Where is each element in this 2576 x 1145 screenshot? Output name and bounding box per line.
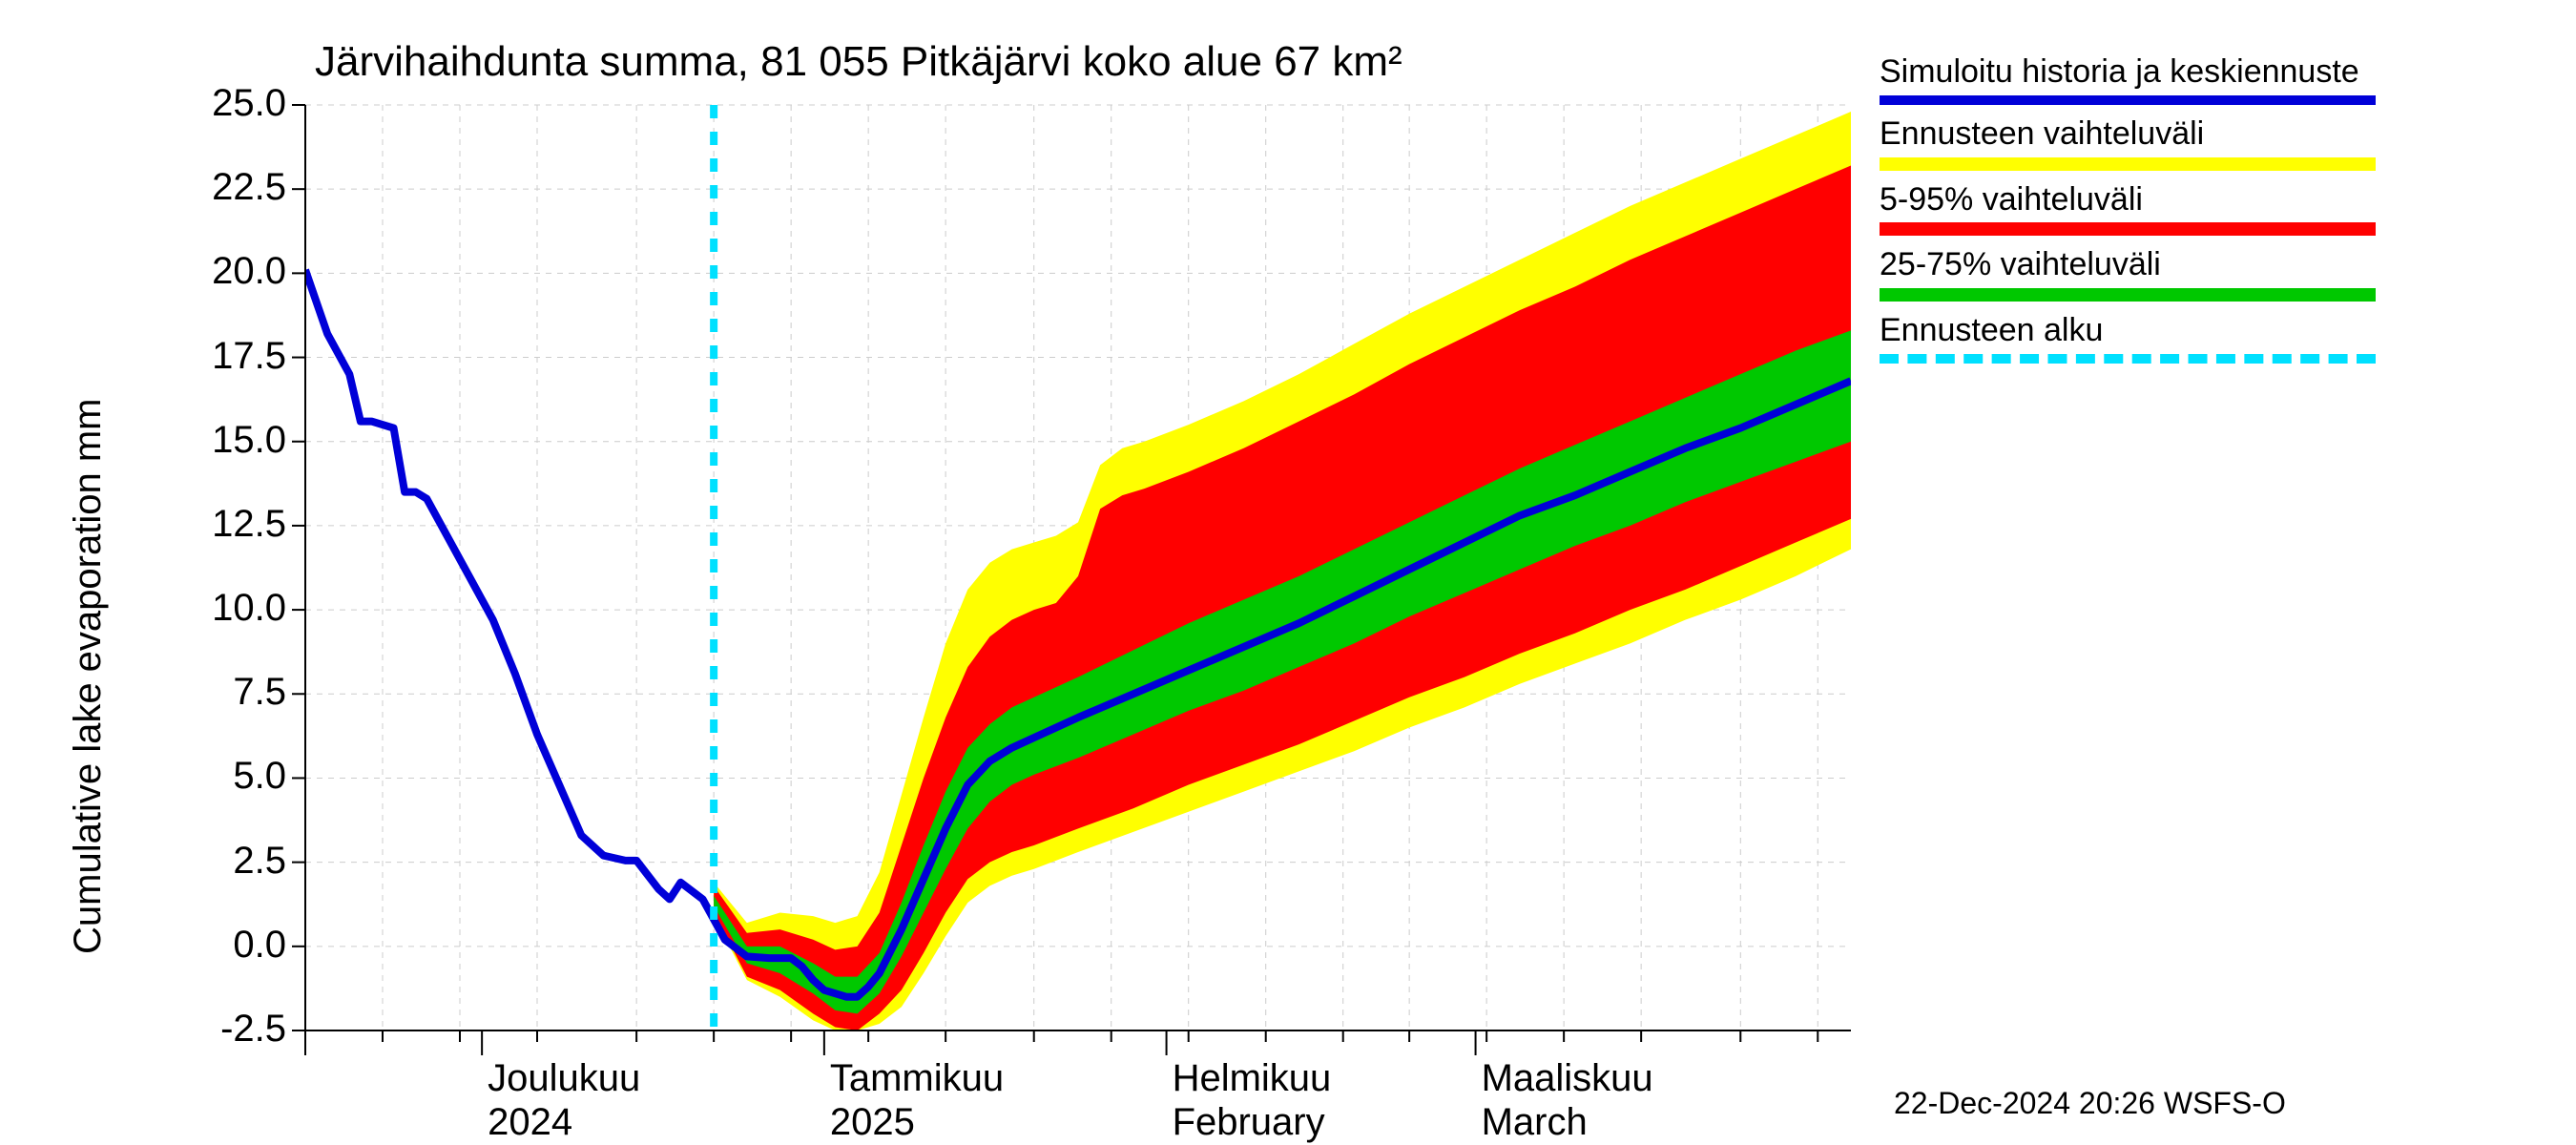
y-tick-label: 7.5 [143, 671, 286, 714]
legend-swatch [1880, 354, 2376, 364]
y-tick-label: 17.5 [143, 335, 286, 378]
legend-swatch [1880, 288, 2376, 302]
legend-label: Ennusteen alku [1880, 311, 2376, 350]
y-tick-label: 20.0 [143, 250, 286, 293]
y-tick-label: -2.5 [143, 1008, 286, 1051]
x-month-label: Tammikuu [830, 1057, 1004, 1100]
y-tick-label: 15.0 [143, 419, 286, 462]
y-tick-label: 0.0 [143, 924, 286, 967]
x-month-sublabel: March [1482, 1101, 1588, 1144]
chart-root: Järvihaihdunta summa, 81 055 Pitkäjärvi … [0, 0, 2576, 1145]
legend-swatch [1880, 95, 2376, 105]
x-month-sublabel: 2024 [488, 1101, 572, 1144]
y-tick-label: 10.0 [143, 587, 286, 630]
legend-entry: Ennusteen alku [1880, 311, 2376, 364]
legend: Simuloitu historia ja keskiennuste Ennust… [1880, 52, 2376, 373]
x-month-sublabel: February [1173, 1101, 1325, 1144]
x-month-sublabel: 2025 [830, 1101, 915, 1144]
y-tick-label: 5.0 [143, 755, 286, 798]
legend-label: 25-75% vaihteluväli [1880, 245, 2376, 284]
x-month-label: Helmikuu [1173, 1057, 1332, 1100]
legend-label: Simuloitu historia ja keskiennuste [1880, 52, 2376, 92]
legend-entry: Ennusteen vaihteluväli [1880, 114, 2376, 171]
legend-entry: 5-95% vaihteluväli [1880, 180, 2376, 237]
legend-swatch [1880, 222, 2376, 236]
y-tick-label: 12.5 [143, 503, 286, 546]
y-tick-label: 22.5 [143, 166, 286, 209]
x-month-label: Joulukuu [488, 1057, 640, 1100]
legend-label: Ennusteen vaihteluväli [1880, 114, 2376, 154]
legend-entry: 25-75% vaihteluväli [1880, 245, 2376, 302]
x-month-label: Maaliskuu [1482, 1057, 1653, 1100]
legend-label: 5-95% vaihteluväli [1880, 180, 2376, 219]
legend-swatch [1880, 157, 2376, 171]
legend-entry: Simuloitu historia ja keskiennuste [1880, 52, 2376, 105]
y-tick-label: 25.0 [143, 82, 286, 125]
y-tick-label: 2.5 [143, 840, 286, 883]
chart-footer: 22-Dec-2024 20:26 WSFS-O [1894, 1086, 2286, 1121]
